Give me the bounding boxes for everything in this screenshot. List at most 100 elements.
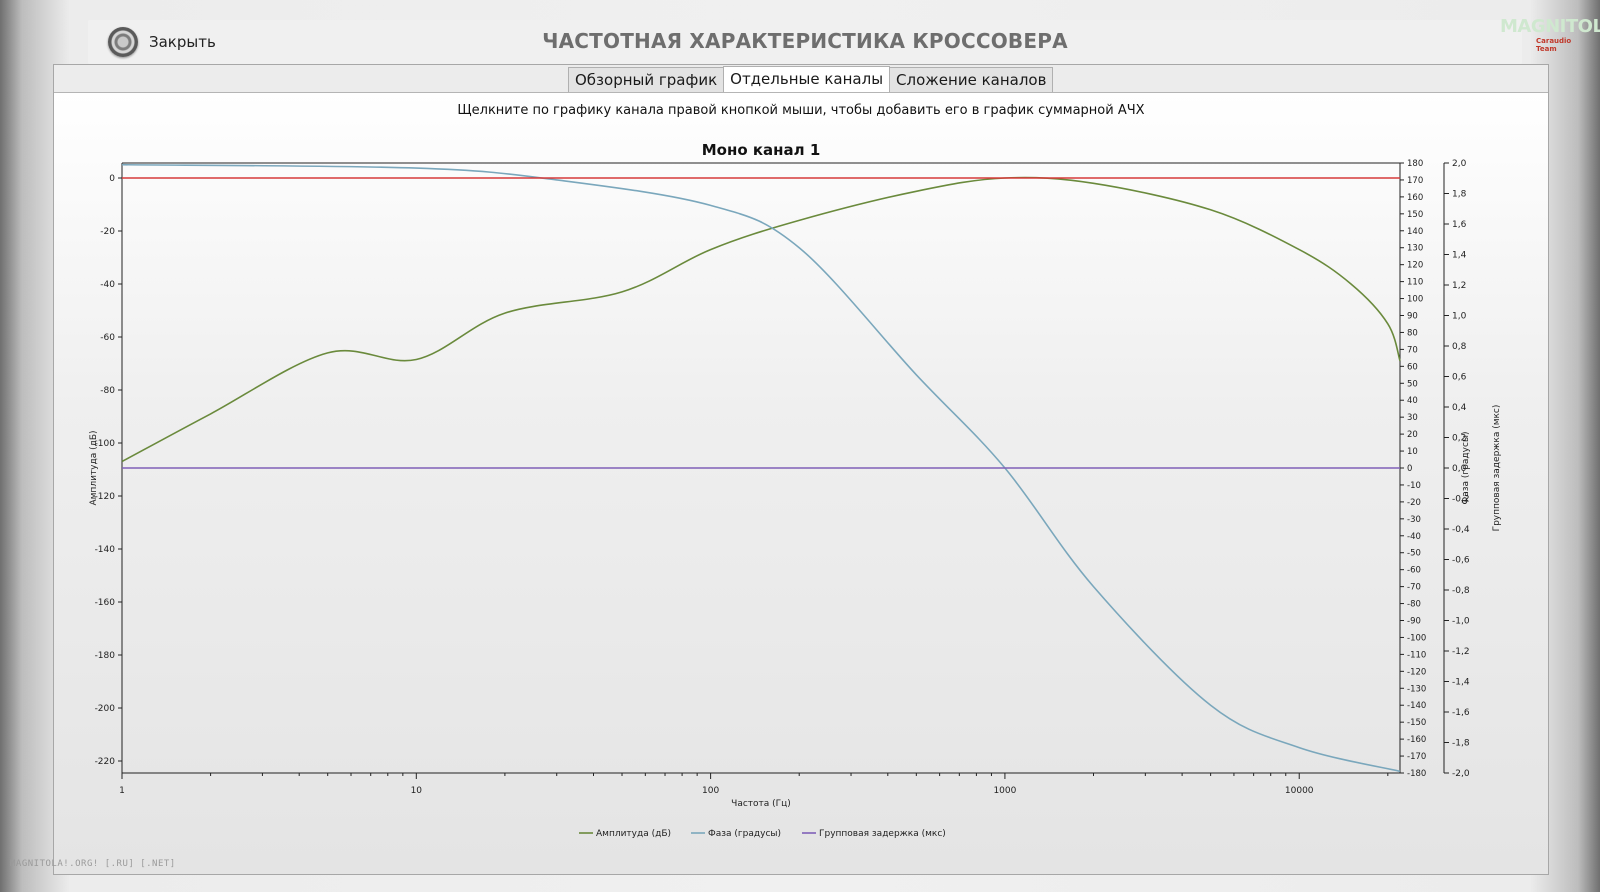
close-button[interactable]: Закрыть bbox=[108, 26, 216, 58]
y-delay-tick-label: 0,2 bbox=[1452, 434, 1466, 444]
y-phase-tick-label: 10 bbox=[1407, 447, 1418, 457]
y-phase-tick-label: 170 bbox=[1407, 176, 1423, 186]
x-tick-label: 1000 bbox=[993, 786, 1016, 796]
legend-group-delay-label: Групповая задержка (мкс) bbox=[819, 829, 946, 839]
y-phase-tick-label: -60 bbox=[1407, 566, 1421, 576]
y-phase-tick-label: 30 bbox=[1407, 413, 1418, 423]
y-delay-tick-label: -1,6 bbox=[1452, 708, 1470, 718]
y-delay-tick-label: 1,0 bbox=[1452, 312, 1467, 322]
page-title: ЧАСТОТНАЯ ХАРАКТЕРИСТИКА КРОССОВЕРА bbox=[542, 29, 1068, 53]
y-phase-tick-label: -160 bbox=[1407, 735, 1426, 745]
y-delay-tick-label: 0,0 bbox=[1452, 464, 1467, 474]
y-left-tick-label: -140 bbox=[95, 545, 116, 555]
y-delay-tick-label: -1,2 bbox=[1452, 647, 1470, 657]
logo-subtext: Caraudio Team bbox=[1536, 37, 1572, 53]
footer-watermark: MAGNITOLA!.ORG! [.RU] [.NET] bbox=[10, 859, 176, 869]
y-phase-tick-label: 160 bbox=[1407, 193, 1423, 203]
close-icon[interactable] bbox=[108, 27, 138, 57]
x-tick-label: 100 bbox=[702, 786, 719, 796]
close-label[interactable]: Закрыть bbox=[149, 33, 216, 51]
y-phase-axis-label: Фаза (градусы) bbox=[1461, 431, 1471, 504]
x-tick-label: 1 bbox=[119, 786, 125, 796]
chart-area: Щелкните по графику канала правой кнопко… bbox=[54, 93, 1548, 874]
y-left-tick-label: -60 bbox=[100, 333, 115, 343]
y-phase-tick-label: -130 bbox=[1407, 684, 1426, 694]
y-phase-tick-label: -110 bbox=[1407, 650, 1426, 660]
tab-overview[interactable]: Обзорный график bbox=[568, 67, 725, 92]
y-left-tick-label: 0 bbox=[109, 174, 115, 184]
y-phase-tick-label: -150 bbox=[1407, 718, 1426, 728]
logo-text: MAGNITOLA bbox=[1500, 16, 1600, 37]
legend-amplitude-label: Амплитуда (дБ) bbox=[596, 829, 671, 839]
top-bar: Закрыть ЧАСТОТНАЯ ХАРАКТЕРИСТИКА КРОССОВ… bbox=[88, 20, 1522, 64]
y-left-axis-label: Амплитуда (дБ) bbox=[89, 430, 99, 505]
y-phase-tick-label: -140 bbox=[1407, 701, 1426, 711]
hint-text: Щелкните по графику канала правой кнопко… bbox=[457, 103, 1145, 118]
amplitude-series-line bbox=[121, 176, 1401, 463]
y-phase-tick-label: 40 bbox=[1407, 396, 1418, 406]
y-phase-tick-label: -20 bbox=[1407, 498, 1421, 508]
x-axis-label: Частота (Гц) bbox=[731, 799, 791, 809]
y-delay-tick-label: -1,8 bbox=[1452, 739, 1470, 749]
y-phase-tick-label: -10 bbox=[1407, 481, 1421, 491]
y-phase-tick-label: 60 bbox=[1407, 362, 1418, 372]
y-delay-tick-label: 1,4 bbox=[1452, 251, 1467, 261]
y-phase-tick-label: 180 bbox=[1407, 159, 1423, 169]
y-delay-tick-label: -0,8 bbox=[1452, 586, 1470, 596]
y-delay-axis-label: Групповая задержка (мкс) bbox=[1492, 405, 1502, 532]
y-phase-tick-label: 140 bbox=[1407, 227, 1423, 237]
y-phase-tick-label: -30 bbox=[1407, 515, 1421, 525]
y-phase-tick-label: -90 bbox=[1407, 617, 1421, 627]
y-phase-tick-label: 100 bbox=[1407, 295, 1423, 305]
y-phase-tick-label: 150 bbox=[1407, 210, 1423, 220]
tab-bar: Обзорный график Отдельные каналы Сложени… bbox=[54, 65, 1548, 93]
y-phase-tick-label: -170 bbox=[1407, 752, 1426, 762]
y-left-tick-label: -100 bbox=[95, 439, 116, 449]
y-left-tick-label: -180 bbox=[95, 651, 116, 661]
y-delay-tick-label: -1,4 bbox=[1452, 678, 1470, 688]
y-left-tick-label: -40 bbox=[100, 280, 115, 290]
brand-logo: MAGNITOLA Caraudio Team bbox=[1500, 16, 1600, 53]
y-phase-tick-label: 20 bbox=[1407, 430, 1418, 440]
y-phase-tick-label: 50 bbox=[1407, 379, 1418, 389]
y-phase-tick-label: -120 bbox=[1407, 667, 1426, 677]
y-delay-tick-label: 0,6 bbox=[1452, 373, 1467, 383]
y-delay-tick-label: 1,2 bbox=[1452, 281, 1466, 291]
y-phase-tick-label: 90 bbox=[1407, 312, 1418, 322]
x-tick-label: 10000 bbox=[1285, 786, 1314, 796]
y-delay-tick-label: -0,2 bbox=[1452, 495, 1470, 505]
y-phase-tick-label: 0 bbox=[1407, 464, 1412, 474]
y-delay-tick-label: 1,6 bbox=[1452, 220, 1467, 230]
y-delay-tick-label: -2,0 bbox=[1452, 769, 1470, 779]
y-phase-tick-label: -70 bbox=[1407, 583, 1421, 593]
y-delay-tick-label: 1,8 bbox=[1452, 190, 1467, 200]
tab-channel-sum[interactable]: Сложение каналов bbox=[889, 67, 1054, 92]
y-phase-tick-label: -180 bbox=[1407, 769, 1426, 779]
phase-series-line bbox=[121, 163, 1401, 773]
legend-phase-label: Фаза (градусы) bbox=[708, 829, 781, 839]
y-phase-tick-label: -40 bbox=[1407, 532, 1421, 542]
y-delay-tick-label: 0,8 bbox=[1452, 342, 1467, 352]
y-phase-tick-label: -100 bbox=[1407, 633, 1426, 643]
y-left-tick-label: -220 bbox=[95, 757, 116, 767]
y-phase-tick-label: 70 bbox=[1407, 345, 1418, 355]
y-phase-tick-label: 80 bbox=[1407, 328, 1418, 338]
y-delay-tick-label: 0,4 bbox=[1452, 403, 1467, 413]
chart-title: Моно канал 1 bbox=[702, 141, 821, 159]
x-tick-label: 10 bbox=[411, 786, 423, 796]
y-phase-tick-label: 110 bbox=[1407, 278, 1423, 288]
y-delay-tick-label: -0,4 bbox=[1452, 525, 1470, 535]
y-delay-tick-label: 2,0 bbox=[1452, 159, 1467, 169]
y-left-tick-label: -200 bbox=[95, 704, 116, 714]
y-left-tick-label: -20 bbox=[100, 227, 115, 237]
y-left-tick-label: -80 bbox=[100, 386, 115, 396]
y-left-tick-label: -160 bbox=[95, 598, 116, 608]
tab-separate-channels[interactable]: Отдельные каналы bbox=[723, 66, 891, 92]
y-phase-tick-label: 120 bbox=[1407, 261, 1423, 271]
y-left-tick-label: -120 bbox=[95, 492, 116, 502]
y-delay-tick-label: -1,0 bbox=[1452, 617, 1470, 627]
main-panel: Обзорный график Отдельные каналы Сложени… bbox=[53, 64, 1549, 875]
y-delay-tick-label: -0,6 bbox=[1452, 556, 1470, 566]
y-phase-tick-label: -50 bbox=[1407, 549, 1421, 559]
